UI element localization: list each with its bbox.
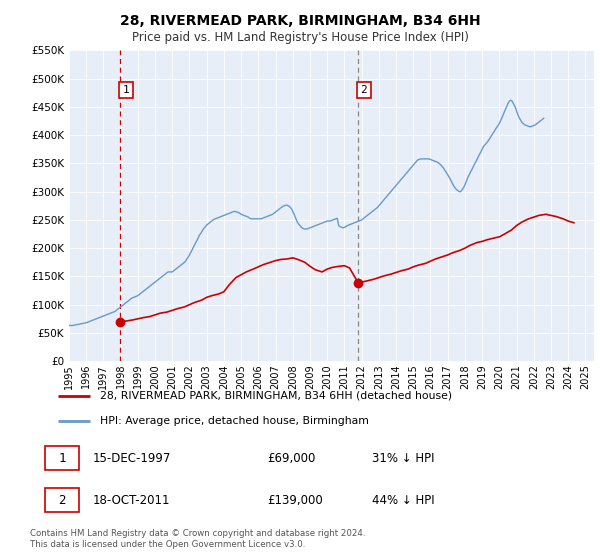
Text: 18-OCT-2011: 18-OCT-2011 (92, 494, 170, 507)
FancyBboxPatch shape (46, 488, 79, 512)
Text: 1: 1 (59, 452, 66, 465)
Text: 28, RIVERMEAD PARK, BIRMINGHAM, B34 6HH (detached house): 28, RIVERMEAD PARK, BIRMINGHAM, B34 6HH … (100, 391, 452, 401)
Text: HPI: Average price, detached house, Birmingham: HPI: Average price, detached house, Birm… (100, 416, 369, 426)
Text: Contains HM Land Registry data © Crown copyright and database right 2024.
This d: Contains HM Land Registry data © Crown c… (30, 529, 365, 549)
Text: 31% ↓ HPI: 31% ↓ HPI (371, 452, 434, 465)
Text: £139,000: £139,000 (267, 494, 323, 507)
Text: 15-DEC-1997: 15-DEC-1997 (92, 452, 171, 465)
Text: 44% ↓ HPI: 44% ↓ HPI (371, 494, 434, 507)
FancyBboxPatch shape (46, 446, 79, 470)
Text: £69,000: £69,000 (267, 452, 316, 465)
Text: Price paid vs. HM Land Registry's House Price Index (HPI): Price paid vs. HM Land Registry's House … (131, 31, 469, 44)
Text: 28, RIVERMEAD PARK, BIRMINGHAM, B34 6HH: 28, RIVERMEAD PARK, BIRMINGHAM, B34 6HH (119, 14, 481, 28)
Text: 1: 1 (122, 85, 129, 95)
Text: 2: 2 (59, 494, 66, 507)
Text: 2: 2 (361, 85, 367, 95)
